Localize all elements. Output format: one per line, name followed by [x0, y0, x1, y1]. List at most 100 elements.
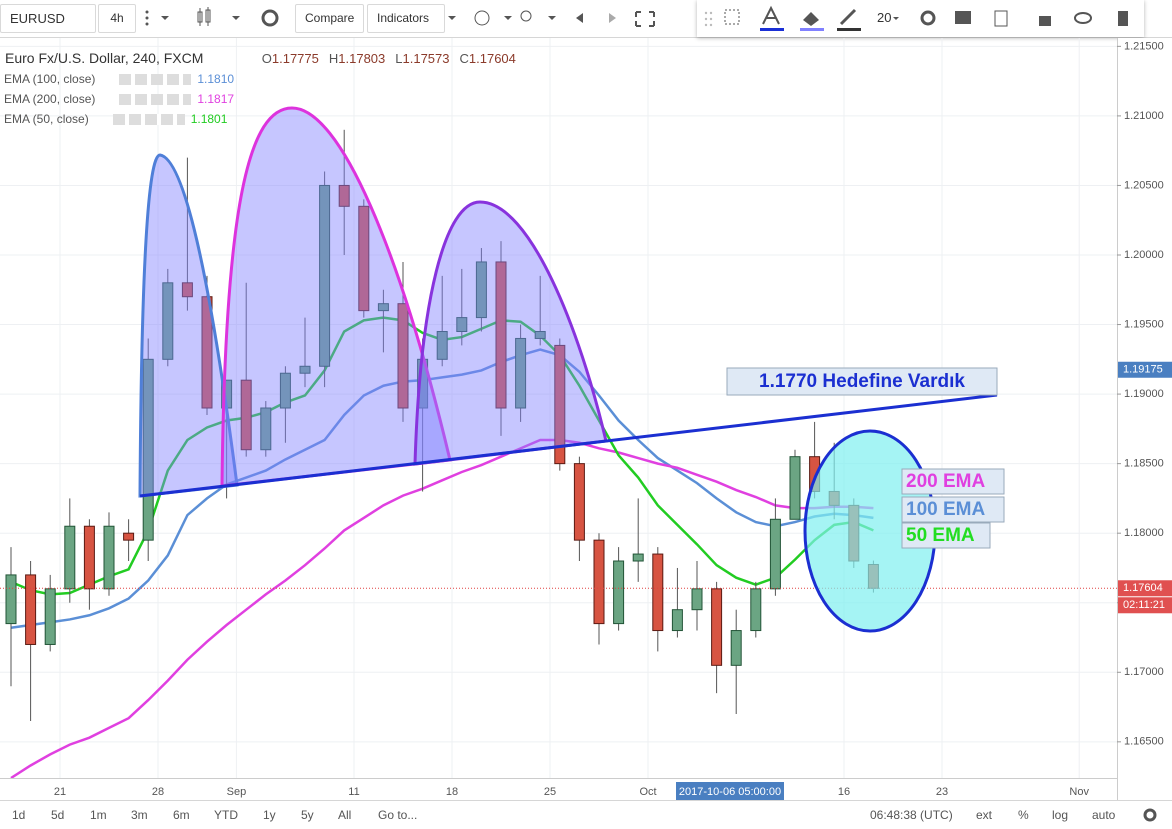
axis-layer: 1.165001.170001.175001.180001.185001.190… — [54, 40, 1172, 798]
candle-body — [260, 407, 272, 451]
legend-controls[interactable] — [119, 74, 192, 86]
compare-button[interactable]: Compare — [295, 4, 365, 33]
settings-icon[interactable] — [920, 10, 936, 26]
candle-body — [769, 518, 781, 590]
text-icon[interactable] — [762, 5, 780, 25]
legend-title: Euro Fx/U.S. Dollar, 240, FXCM — [5, 50, 204, 66]
hide-icon[interactable] — [1074, 12, 1092, 24]
last-price-box — [1118, 580, 1172, 597]
ohlc-key: C — [459, 51, 469, 66]
y-tick-label: 1.19500 — [1124, 318, 1164, 330]
range-button[interactable]: YTD — [214, 808, 238, 822]
x-tick-label: Sep — [227, 786, 247, 798]
axis-option[interactable]: log — [1052, 808, 1069, 822]
settings-icon[interactable] — [1142, 807, 1158, 823]
undo-icon[interactable] — [576, 13, 583, 23]
y-tick-label: 1.17000 — [1124, 666, 1164, 678]
legend: Euro Fx/U.S. Dollar, 240, FXCM O1.17775 H… — [5, 50, 516, 66]
legend-controls[interactable] — [119, 94, 192, 106]
toolbar-icons — [145, 7, 655, 27]
plot-layer — [0, 129, 1117, 778]
indicators-button[interactable]: Indicators — [367, 4, 445, 33]
fullscreen-icon[interactable] — [635, 11, 655, 27]
drawing-layer: 1.1770 Hedefine Vardık 200 EMA 100 EMA 5… — [138, 106, 1005, 633]
ema-label-box[interactable] — [901, 468, 1005, 495]
dropdown-arrow[interactable] — [232, 16, 240, 20]
range-button[interactable]: 3m — [131, 808, 148, 822]
interval-button[interactable]: 4h — [98, 4, 136, 33]
legend-name: EMA (100, close) — [4, 72, 96, 86]
alert-icon[interactable] — [474, 10, 490, 26]
text-color[interactable] — [760, 28, 784, 31]
settings-icon[interactable] — [261, 9, 279, 27]
visual-order-icon[interactable] — [955, 11, 971, 24]
candle-body — [319, 184, 331, 367]
ema-label-box[interactable] — [901, 522, 991, 549]
neckline[interactable] — [139, 393, 998, 498]
range-button[interactable]: 1y — [263, 808, 276, 822]
candle-body — [358, 205, 370, 312]
y-tick-label: 1.20500 — [1124, 179, 1164, 191]
goto-button[interactable]: Go to... — [378, 808, 418, 822]
range-button[interactable]: All — [338, 808, 352, 822]
head[interactable] — [220, 106, 452, 488]
legend-row: EMA (200, close) 1.1817 — [4, 91, 234, 111]
countdown: 02:11:21 — [1123, 599, 1165, 611]
range-button[interactable]: 1d — [12, 808, 26, 822]
dropdown-arrow[interactable] — [548, 16, 556, 20]
ema-label: 100 EMA — [906, 499, 985, 520]
range-button[interactable]: 5y — [301, 808, 314, 822]
candle-body — [44, 588, 56, 645]
select-icon[interactable] — [724, 9, 740, 25]
dropdown-arrow[interactable] — [161, 16, 169, 20]
axis-option[interactable]: auto — [1092, 808, 1116, 822]
delete-icon[interactable] — [1118, 11, 1128, 26]
range-button[interactable]: 1m — [90, 808, 107, 822]
crosshair-time: 2017-10-06 05:00:00 — [679, 786, 781, 798]
legend-ohlc: O1.17775 H1.17803 L1.17573 C1.17604 — [262, 51, 516, 66]
ema-label: 50 EMA — [906, 525, 975, 546]
candle-body — [436, 330, 448, 360]
dropdown-arrow[interactable] — [448, 16, 456, 20]
candle-body — [181, 282, 193, 298]
note-box[interactable] — [726, 367, 998, 396]
candle-body — [554, 344, 566, 465]
chart-style-icon[interactable] — [197, 7, 211, 26]
range-button[interactable]: 6m — [173, 808, 190, 822]
candle-body — [162, 282, 174, 360]
candle-body — [671, 609, 683, 632]
legend-row: EMA (50, close) 1.1801 — [4, 111, 234, 131]
line-color[interactable] — [837, 28, 861, 31]
lock-icon[interactable] — [1039, 16, 1051, 26]
fill-color[interactable] — [800, 28, 824, 31]
legend-controls[interactable] — [112, 114, 185, 126]
axis-option[interactable]: % — [1018, 808, 1029, 822]
more-icon[interactable] — [145, 10, 149, 26]
clone-icon[interactable] — [994, 10, 1008, 27]
range-button[interactable]: 5d — [51, 808, 65, 822]
dropdown-arrow[interactable] — [893, 17, 899, 20]
x-tick-label: 21 — [54, 786, 66, 798]
ema-label-box[interactable] — [901, 496, 1005, 523]
candle-body — [142, 358, 154, 541]
right-shoulder[interactable] — [413, 200, 608, 466]
y-tick-label: 1.20000 — [1124, 249, 1164, 261]
candle-body — [201, 296, 213, 409]
redo-icon[interactable] — [609, 13, 616, 23]
font-size[interactable]: 20 — [877, 10, 892, 25]
left-shoulder[interactable] — [138, 153, 239, 498]
ohlc-value: 1.17803 — [338, 51, 386, 66]
fill-icon[interactable] — [803, 12, 819, 26]
axis-option[interactable]: ext — [976, 808, 993, 822]
candle-body — [279, 372, 291, 409]
candle-body — [240, 379, 252, 451]
candle-body — [5, 574, 17, 625]
dropdown-arrow[interactable] — [504, 16, 512, 20]
symbol-box[interactable]: EURUSD — [0, 4, 96, 33]
candle-body — [83, 525, 95, 590]
line-icon[interactable] — [839, 8, 857, 26]
drawing-toolbar: 20 — [697, 0, 1144, 37]
bulb-icon[interactable] — [520, 10, 532, 22]
legend-value: 1.1817 — [197, 92, 235, 106]
